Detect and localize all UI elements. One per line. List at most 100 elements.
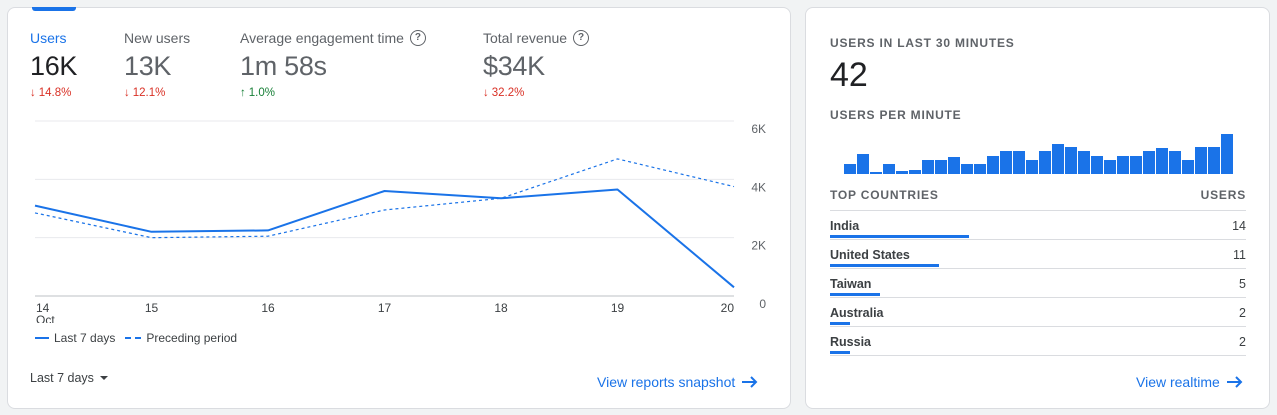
legend-item-previous: Preceding period bbox=[125, 331, 237, 345]
legend-label: Last 7 days bbox=[54, 331, 116, 345]
link-label: View reports snapshot bbox=[597, 374, 736, 390]
metric-value: 16K bbox=[30, 51, 78, 81]
per-minute-bar bbox=[1065, 147, 1077, 174]
x-tick-label: 16 bbox=[261, 301, 275, 315]
view-realtime-link[interactable]: View realtime bbox=[1136, 374, 1244, 390]
country-column-header: TOP COUNTRIES bbox=[830, 188, 939, 202]
help-icon[interactable]: ? bbox=[573, 30, 590, 46]
per-minute-bar bbox=[870, 172, 882, 174]
per-minute-bar bbox=[857, 154, 869, 174]
per-minute-bar bbox=[1221, 134, 1233, 174]
metric-label: Average engagement time bbox=[240, 30, 404, 46]
per-minute-bar bbox=[1039, 151, 1051, 174]
country-share-bar bbox=[830, 293, 880, 296]
x-tick-label: 20 bbox=[721, 301, 735, 315]
x-tick-label: 18 bbox=[494, 301, 508, 315]
country-name: United States bbox=[830, 248, 910, 262]
per-minute-bar bbox=[1208, 147, 1220, 174]
metric-tab-engagement-time[interactable]: Average engagement time ? 1m 58s ↑ 1.0% bbox=[240, 30, 426, 99]
country-name: Australia bbox=[830, 306, 884, 320]
country-share-bar bbox=[830, 264, 939, 267]
link-label: View realtime bbox=[1136, 374, 1220, 390]
per-minute-bar bbox=[1026, 160, 1038, 174]
country-name: Taiwan bbox=[830, 277, 872, 291]
arrow-up-icon: ↑ bbox=[240, 87, 246, 99]
per-minute-bar bbox=[948, 157, 960, 174]
per-minute-bar bbox=[935, 160, 947, 174]
x-tick-sublabel: Oct bbox=[36, 313, 55, 323]
per-minute-bar bbox=[1000, 151, 1012, 174]
country-name: India bbox=[830, 219, 860, 233]
per-minute-bar bbox=[974, 164, 986, 174]
per-minute-bar bbox=[1117, 156, 1129, 174]
metric-tab-total-revenue[interactable]: Total revenue ? $34K ↓ 32.2% bbox=[483, 30, 590, 99]
per-minute-bar bbox=[1156, 148, 1168, 174]
metric-value: 1m 58s bbox=[240, 51, 327, 81]
metric-change: ↓ 32.2% bbox=[483, 87, 589, 99]
x-tick-label: 15 bbox=[145, 301, 159, 315]
arrow-right-icon bbox=[1226, 376, 1243, 388]
series-line-last-7-days bbox=[34, 188, 735, 289]
per-minute-bar bbox=[987, 156, 999, 174]
x-tick-label: 19 bbox=[611, 301, 625, 315]
per-minute-bar bbox=[1052, 144, 1064, 174]
per-minute-bar bbox=[1091, 156, 1103, 174]
per-minute-bar bbox=[1143, 151, 1155, 174]
view-reports-snapshot-link[interactable]: View reports snapshot bbox=[597, 374, 759, 390]
active-tab-indicator bbox=[32, 7, 76, 11]
x-tick-label: 17 bbox=[378, 301, 392, 315]
realtime-user-count: 42 bbox=[830, 56, 868, 94]
country-share-bar bbox=[830, 235, 969, 238]
per-minute-bar bbox=[961, 164, 973, 174]
legend-label: Preceding period bbox=[146, 331, 238, 345]
country-users: 5 bbox=[1239, 277, 1246, 291]
country-row: Australia 2 bbox=[830, 298, 1246, 327]
country-users: 2 bbox=[1239, 306, 1246, 320]
arrow-down-icon: ↓ bbox=[30, 87, 36, 99]
help-icon[interactable]: ? bbox=[409, 30, 426, 46]
metric-label-row: Average engagement time ? bbox=[240, 30, 426, 46]
realtime-heading: USERS IN LAST 30 MINUTES bbox=[830, 36, 1015, 50]
realtime-card: USERS IN LAST 30 MINUTES 42 USERS PER MI… bbox=[805, 7, 1270, 409]
date-range-label: Last 7 days bbox=[30, 371, 94, 385]
per-minute-bar bbox=[1195, 147, 1207, 174]
country-users: 14 bbox=[1232, 219, 1246, 233]
chart-legend: Last 7 days Preceding period bbox=[35, 331, 237, 345]
users-line-chart: 0 2K 4K 6K 14 15 16 17 18 19 20 Oct bbox=[34, 120, 766, 323]
caret-down-icon bbox=[99, 376, 108, 380]
metric-value: 13K bbox=[124, 51, 172, 81]
users-per-minute-chart bbox=[844, 134, 1233, 174]
arrow-down-icon: ↓ bbox=[483, 87, 489, 99]
per-minute-bar bbox=[844, 164, 856, 174]
arrow-down-icon: ↓ bbox=[124, 87, 130, 99]
metric-change: ↑ 1.0% bbox=[240, 87, 426, 99]
per-minute-bar bbox=[922, 160, 934, 174]
per-minute-bar bbox=[896, 171, 908, 174]
metric-change: ↓ 12.1% bbox=[124, 87, 190, 99]
metric-label-row: Total revenue ? bbox=[483, 30, 590, 46]
country-row: India 14 bbox=[830, 211, 1246, 240]
y-tick-label: 6K bbox=[751, 122, 766, 136]
per-minute-bar bbox=[1169, 151, 1181, 174]
y-tick-label: 4K bbox=[751, 180, 766, 194]
per-minute-bar bbox=[883, 164, 895, 174]
top-countries-header: TOP COUNTRIES USERS bbox=[830, 188, 1246, 211]
metric-value: $34K bbox=[483, 51, 545, 81]
date-range-dropdown[interactable]: Last 7 days bbox=[30, 371, 108, 385]
country-name: Russia bbox=[830, 335, 871, 349]
country-row: Taiwan 5 bbox=[830, 269, 1246, 298]
y-tick-label: 0 bbox=[759, 297, 766, 311]
change-value: 1.0% bbox=[248, 87, 275, 99]
metric-label: New users bbox=[124, 30, 191, 46]
metric-tab-users[interactable]: Users 16K ↓ 14.8% bbox=[30, 30, 77, 99]
users-column-header: USERS bbox=[1200, 188, 1246, 202]
y-tick-label: 2K bbox=[751, 239, 766, 253]
x-tick-label: 14 bbox=[36, 301, 50, 315]
metric-change: ↓ 14.8% bbox=[30, 87, 77, 99]
metric-tab-new-users[interactable]: New users 13K ↓ 12.1% bbox=[124, 30, 190, 99]
change-value: 12.1% bbox=[132, 87, 166, 99]
change-value: 14.8% bbox=[38, 87, 72, 99]
country-share-bar bbox=[830, 322, 850, 325]
country-row: Russia 2 bbox=[830, 327, 1246, 356]
per-minute-bar bbox=[1104, 160, 1116, 174]
